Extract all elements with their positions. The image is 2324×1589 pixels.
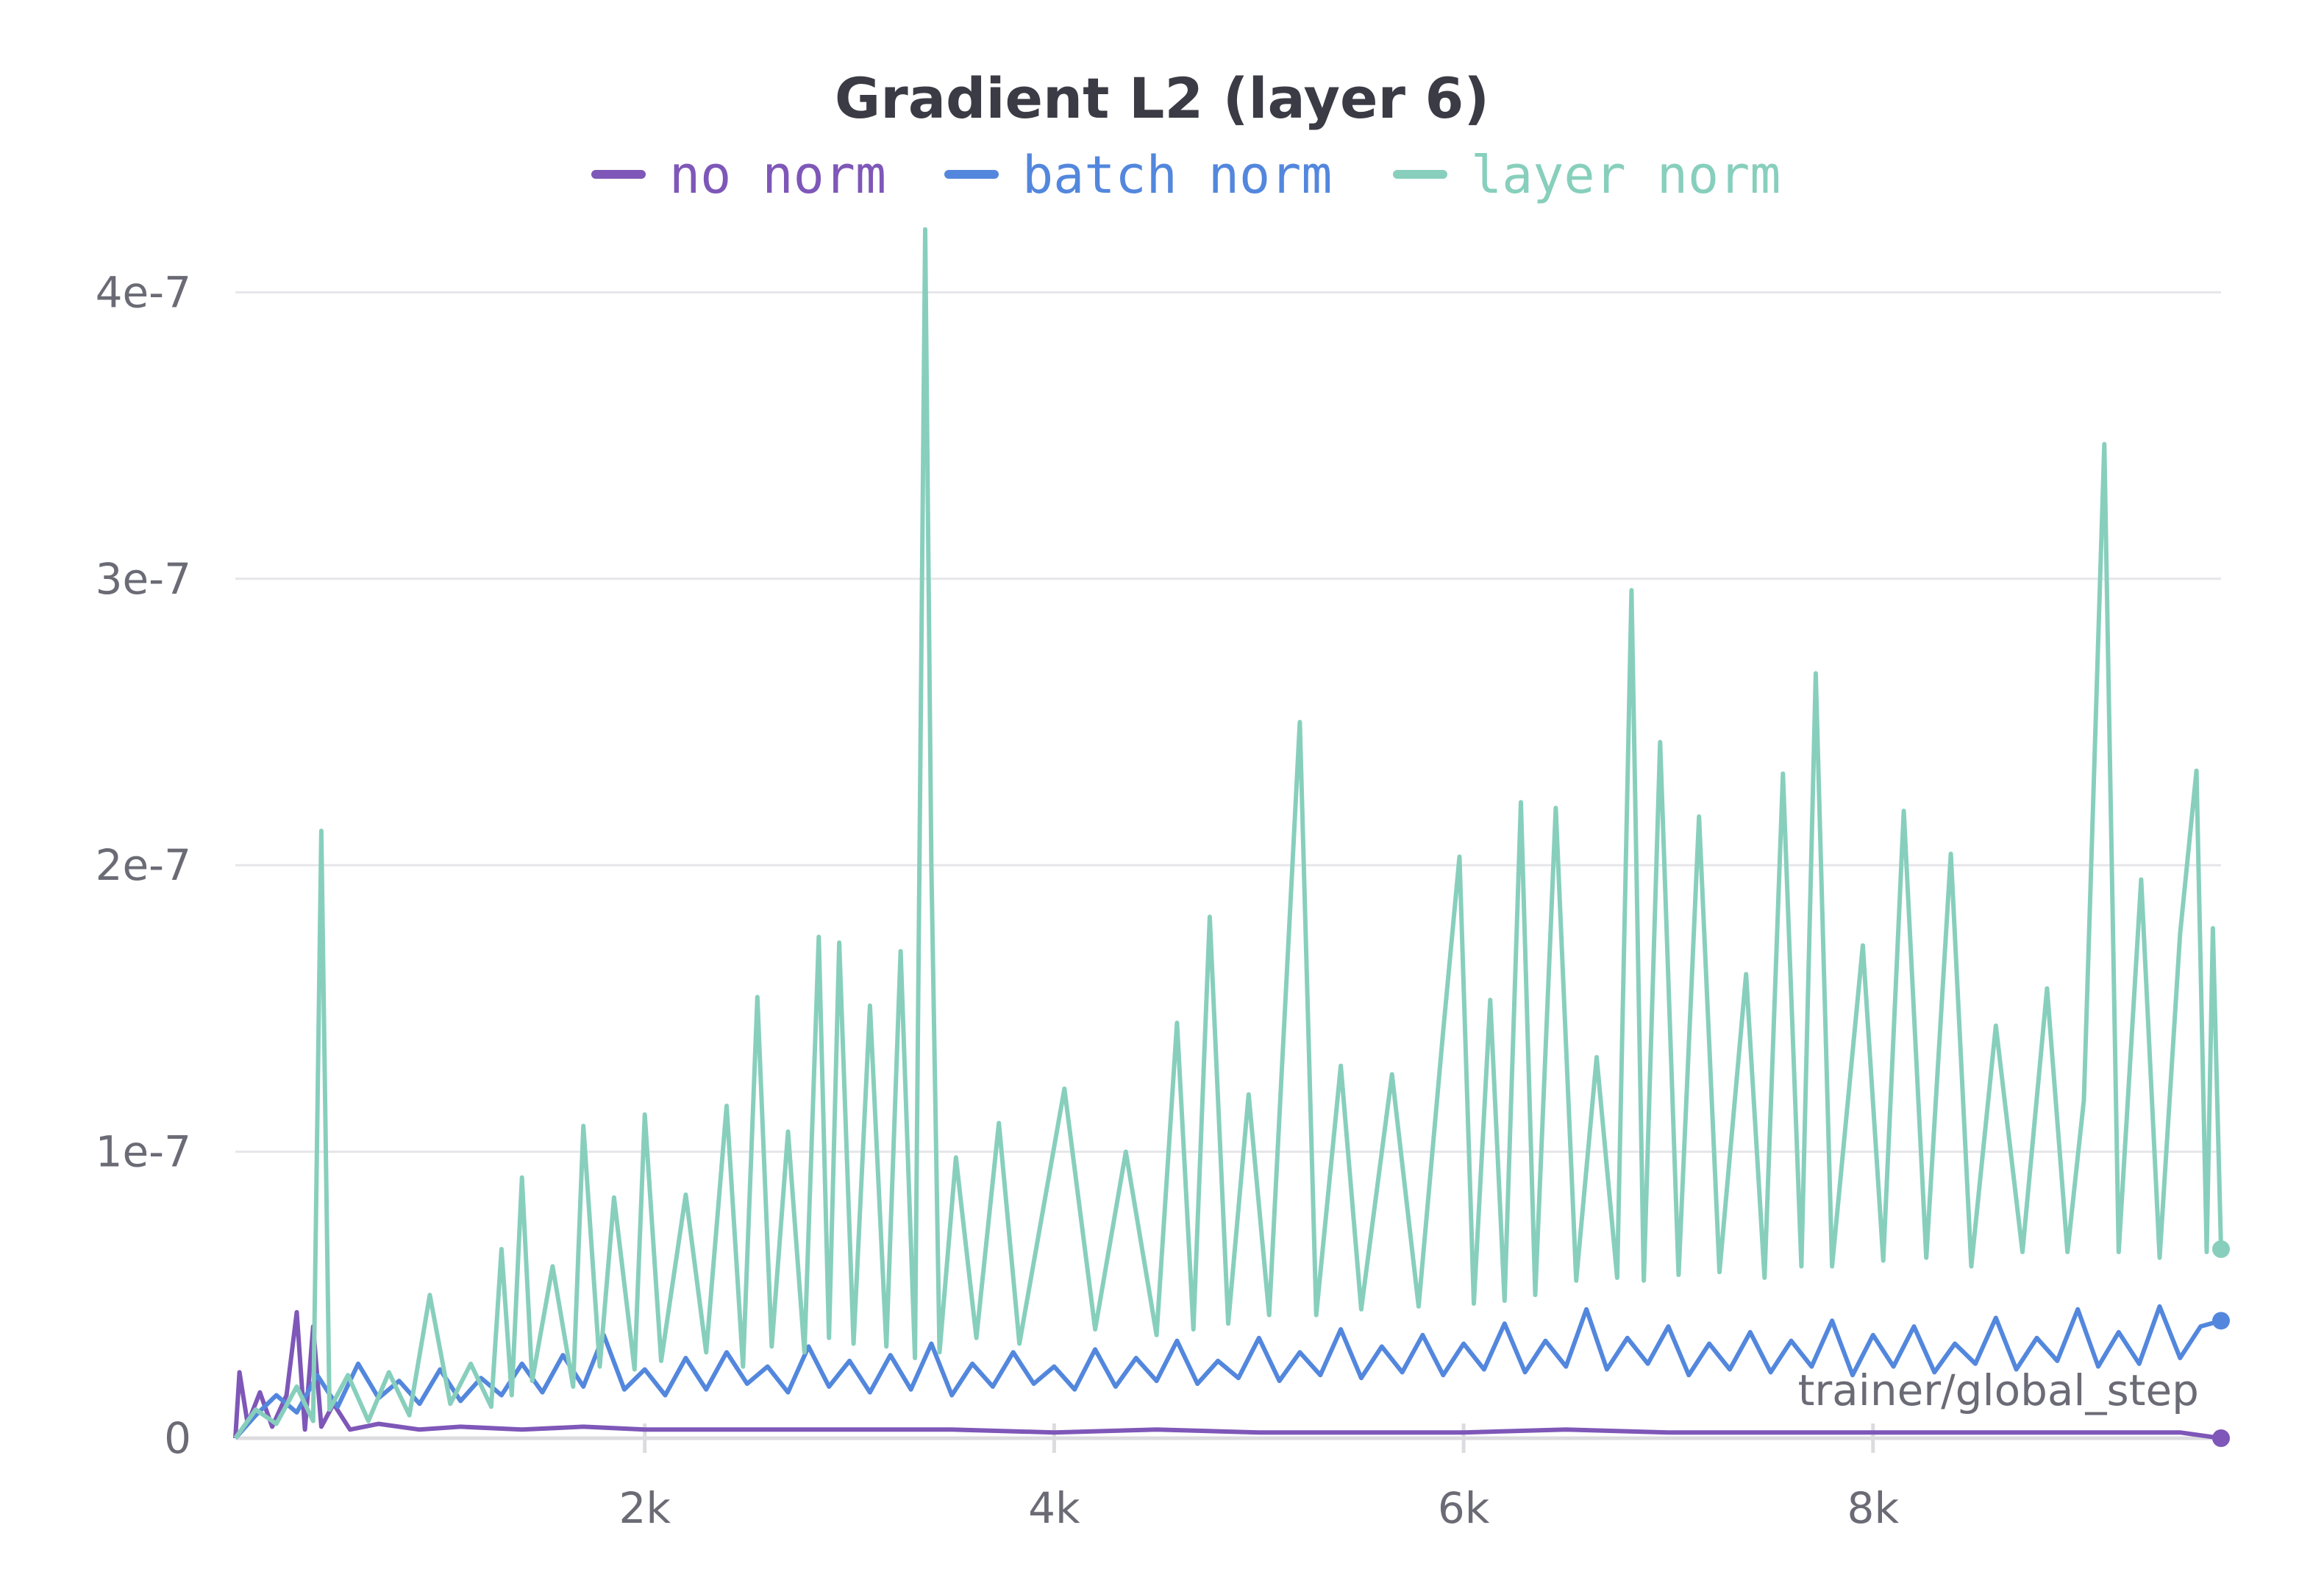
- legend: no norm batch norm layer norm: [591, 145, 1781, 205]
- y-tick-label: 4e-7: [96, 267, 191, 317]
- grid-lines: [235, 291, 2221, 1153]
- series-line-no-norm: [233, 1309, 2222, 1440]
- legend-label: layer norm: [1471, 145, 1781, 205]
- series-end-point-no-norm: [2212, 1429, 2230, 1447]
- x-axis-ticks: 2k 4k 6k 8k: [235, 1423, 2221, 1533]
- x-tick-label: 6k: [1438, 1483, 1490, 1533]
- y-tick-label: 1e-7: [96, 1127, 191, 1177]
- x-axis-title: trainer/global_step: [1798, 1365, 2199, 1415]
- x-tick-label: 2k: [619, 1483, 671, 1533]
- series-line-batch-norm: [233, 1304, 2222, 1440]
- series-line-layer-norm: [233, 227, 2223, 1440]
- series-end-point-layer-norm: [2212, 1240, 2230, 1258]
- chart-title: Gradient L2 (layer 6): [835, 65, 1489, 131]
- y-tick-label: 2e-7: [96, 840, 191, 890]
- y-tick-label: 0: [164, 1413, 191, 1463]
- series-end-point-batch-norm: [2212, 1312, 2230, 1330]
- x-tick-label: 4k: [1028, 1483, 1080, 1533]
- legend-label: batch norm: [1022, 145, 1332, 205]
- y-tick-label: 3e-7: [96, 554, 191, 604]
- legend-label: no norm: [669, 145, 886, 205]
- y-axis-ticks: 0 1e-7 2e-7 3e-7 4e-7: [96, 267, 191, 1463]
- series-layer: [233, 227, 2230, 1447]
- x-tick-label: 8k: [1847, 1483, 1900, 1533]
